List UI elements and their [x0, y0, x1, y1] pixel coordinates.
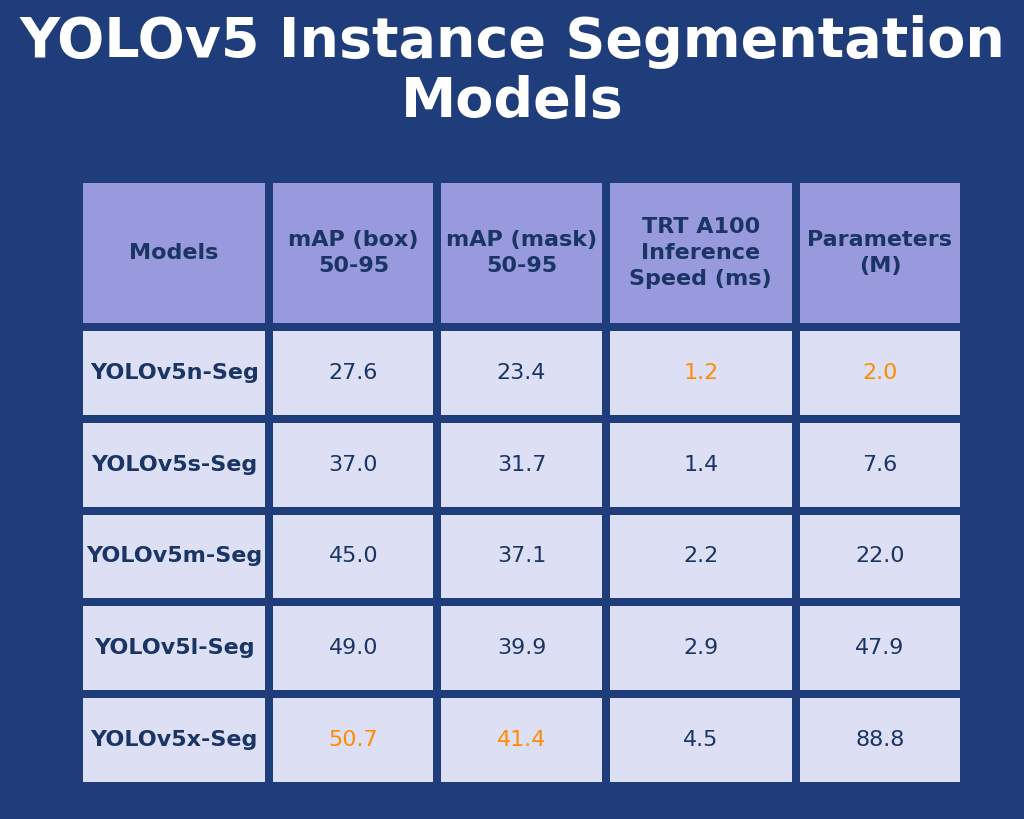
Bar — [83, 423, 265, 507]
Text: mAP (box)
50-95: mAP (box) 50-95 — [288, 230, 419, 276]
Bar — [609, 331, 792, 414]
Bar — [441, 606, 601, 690]
Text: 45.0: 45.0 — [329, 546, 378, 567]
Text: YOLOv5m-Seg: YOLOv5m-Seg — [86, 546, 262, 567]
Text: 2.2: 2.2 — [683, 546, 719, 567]
Bar — [800, 331, 959, 414]
Bar — [273, 699, 433, 782]
Bar — [83, 331, 265, 414]
Text: YOLOv5x-Seg: YOLOv5x-Seg — [90, 730, 258, 750]
Text: YOLOv5s-Seg: YOLOv5s-Seg — [91, 455, 257, 475]
Bar — [83, 699, 265, 782]
Bar — [83, 606, 265, 690]
Text: 31.7: 31.7 — [497, 455, 546, 475]
Bar — [609, 699, 792, 782]
Text: 50.7: 50.7 — [329, 730, 378, 750]
Text: 27.6: 27.6 — [329, 363, 378, 383]
Text: 49.0: 49.0 — [329, 638, 378, 658]
Bar — [273, 423, 433, 507]
Bar — [273, 514, 433, 599]
Bar — [609, 183, 792, 323]
Text: 47.9: 47.9 — [855, 638, 904, 658]
Bar — [800, 699, 959, 782]
Bar — [609, 423, 792, 507]
Text: 41.4: 41.4 — [497, 730, 546, 750]
Text: 37.1: 37.1 — [497, 546, 546, 567]
Text: 4.5: 4.5 — [683, 730, 719, 750]
Bar — [441, 699, 601, 782]
Bar — [800, 183, 959, 323]
Bar — [609, 514, 792, 599]
Text: YOLOv5l-Seg: YOLOv5l-Seg — [94, 638, 254, 658]
Text: 2.9: 2.9 — [683, 638, 719, 658]
Bar — [83, 514, 265, 599]
Bar — [441, 514, 601, 599]
Text: 1.4: 1.4 — [683, 455, 719, 475]
Bar — [441, 183, 601, 323]
Text: mAP (mask)
50-95: mAP (mask) 50-95 — [445, 230, 597, 276]
Text: 37.0: 37.0 — [329, 455, 378, 475]
Bar — [441, 423, 601, 507]
Bar — [800, 423, 959, 507]
Text: 22.0: 22.0 — [855, 546, 904, 567]
Text: YOLOv5 Instance Segmentation
Models: YOLOv5 Instance Segmentation Models — [19, 15, 1005, 129]
Bar — [273, 183, 433, 323]
Text: 2.0: 2.0 — [862, 363, 898, 383]
Bar — [83, 183, 265, 323]
Bar — [441, 331, 601, 414]
Text: Models: Models — [129, 243, 219, 263]
Bar — [609, 606, 792, 690]
Text: TRT A100
Inference
Speed (ms): TRT A100 Inference Speed (ms) — [630, 217, 772, 288]
Text: 88.8: 88.8 — [855, 730, 904, 750]
Text: 1.2: 1.2 — [683, 363, 719, 383]
Text: 23.4: 23.4 — [497, 363, 546, 383]
Bar — [800, 514, 959, 599]
Text: YOLOv5n-Seg: YOLOv5n-Seg — [90, 363, 259, 383]
Bar — [273, 331, 433, 414]
Text: 7.6: 7.6 — [862, 455, 898, 475]
Bar — [273, 606, 433, 690]
Bar — [800, 606, 959, 690]
Text: 39.9: 39.9 — [497, 638, 546, 658]
Text: Parameters
(M): Parameters (M) — [808, 230, 952, 276]
